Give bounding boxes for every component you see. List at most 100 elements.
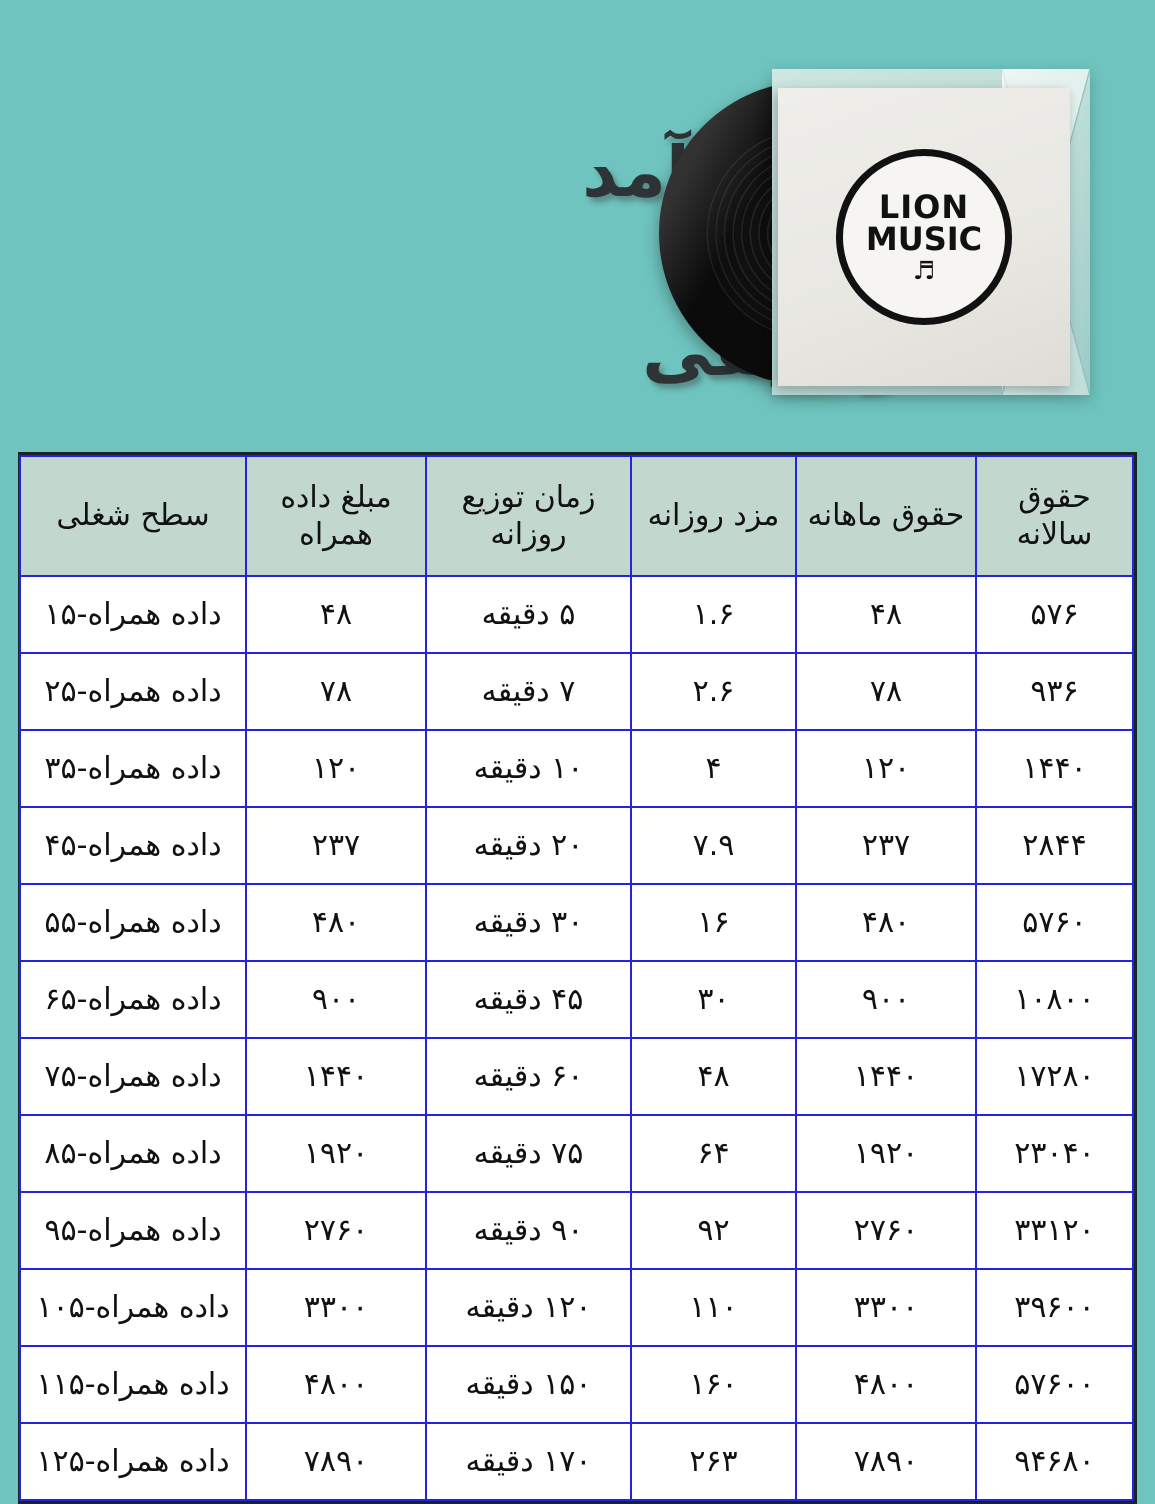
cell-annual-salary: ۳۳۱۲۰ [975,1191,1134,1270]
cell-annual-salary: ۲۳۰۴۰ [975,1114,1134,1193]
cell-distribution-time: ۵ دقیقه [425,575,632,654]
cell-distribution-time: ۱۷۰ دقیقه [425,1422,632,1501]
cell-distribution-time: ۹۰ دقیقه [425,1191,632,1270]
cell-data-amount: ۲۳۷ [245,806,427,885]
cell-monthly-salary: ۹۰۰ [795,960,977,1039]
cell-data-amount: ۱۲۰ [245,729,427,808]
cell-daily-wage: ۷.۹ [630,806,797,885]
cell-daily-wage: ۱۱۰ [630,1268,797,1347]
cell-distribution-time: ۲۰ دقیقه [425,806,632,885]
hero-banner: نمودار درآمد سطح موسیقی LION MUSIC ♬ [0,0,1155,440]
cell-daily-wage: ۴ [630,729,797,808]
cell-data-amount: ۷۸ [245,652,427,731]
table-row: ۹۳۶ ۷۸ ۲.۶ ۷ دقیقه ۷۸ داده همراه-۲۵ [19,652,1134,731]
cell-job-level: داده همراه-۱۱۵ [19,1345,247,1424]
table-row: ۱۴۴۰ ۱۲۰ ۴ ۱۰ دقیقه ۱۲۰ داده همراه-۳۵ [19,729,1134,808]
cell-job-level: داده همراه-۱۵ [19,575,247,654]
cell-data-amount: ۱۴۴۰ [245,1037,427,1116]
cell-job-level: داده همراه-۱۰۵ [19,1268,247,1347]
cell-annual-salary: ۱۷۲۸۰ [975,1037,1134,1116]
column-header-daily-wage: مزد روزانه [630,455,797,577]
table-row: ۹۴۶۸۰ ۷۸۹۰ ۲۶۳ ۱۷۰ دقیقه ۷۸۹۰ داده همراه-۱۲۵ [19,1422,1134,1501]
cell-annual-salary: ۵۷۶۰ [975,883,1134,962]
cell-monthly-salary: ۷۸۹۰ [795,1422,977,1501]
cell-distribution-time: ۱۲۰ دقیقه [425,1268,632,1347]
column-header-mobile-data-amount: مبلغ داده همراه [245,455,427,577]
table-row: ۳۹۶۰۰ ۳۳۰۰ ۱۱۰ ۱۲۰ دقیقه ۳۳۰۰ داده همراه-۱۰۵ [19,1268,1134,1347]
income-table: حقوق سالانه حقوق ماهانه مزد روزانه زمان … [19,455,1134,1501]
cell-monthly-salary: ۷۸ [795,652,977,731]
logo-text-line-1: LION [878,188,970,227]
cell-data-amount: ۷۸۹۰ [245,1422,427,1501]
music-note-icon: ♬ [912,255,936,285]
cell-job-level: داده همراه-۶۵ [19,960,247,1039]
cell-daily-wage: ۱۶۰ [630,1345,797,1424]
cell-monthly-salary: ۴۸ [795,575,977,654]
table-row: ۱۷۲۸۰ ۱۴۴۰ ۴۸ ۶۰ دقیقه ۱۴۴۰ داده همراه-۷۵ [19,1037,1134,1116]
cell-data-amount: ۴۸۰ [245,883,427,962]
table-row: ۵۷۶ ۴۸ ۱.۶ ۵ دقیقه ۴۸ داده همراه-۱۵ [19,575,1134,654]
cell-monthly-salary: ۱۴۴۰ [795,1037,977,1116]
table-row: ۵۷۶۰ ۴۸۰ ۱۶ ۳۰ دقیقه ۴۸۰ داده همراه-۵۵ [19,883,1134,962]
cell-distribution-time: ۱۰ دقیقه [425,729,632,808]
cell-monthly-salary: ۱۲۰ [795,729,977,808]
table-header: حقوق سالانه حقوق ماهانه مزد روزانه زمان … [19,455,1134,577]
cell-daily-wage: ۲۶۳ [630,1422,797,1501]
cell-annual-salary: ۵۷۶ [975,575,1134,654]
cell-daily-wage: ۱۶ [630,883,797,962]
column-header-job-level: سطح شغلی [19,455,247,577]
cell-daily-wage: ۴۸ [630,1037,797,1116]
income-table-container: حقوق سالانه حقوق ماهانه مزد روزانه زمان … [18,452,1137,1504]
album-artwork: LION MUSIC ♬ [650,62,1110,402]
table-row: ۱۰۸۰۰ ۹۰۰ ۳۰ ۴۵ دقیقه ۹۰۰ داده همراه-۶۵ [19,960,1134,1039]
cell-job-level: داده همراه-۸۵ [19,1114,247,1193]
album-sleeve-front: LION MUSIC ♬ [778,88,1070,386]
cell-job-level: داده همراه-۷۵ [19,1037,247,1116]
column-header-daily-distribution-time: زمان توزیع روزانه [425,455,632,577]
table-row: ۳۳۱۲۰ ۲۷۶۰ ۹۲ ۹۰ دقیقه ۲۷۶۰ داده همراه-۹۵ [19,1191,1134,1270]
column-header-annual-salary: حقوق سالانه [975,455,1134,577]
cell-data-amount: ۴۸۰۰ [245,1345,427,1424]
cell-monthly-salary: ۱۹۲۰ [795,1114,977,1193]
cell-job-level: داده همراه-۵۵ [19,883,247,962]
cell-distribution-time: ۶۰ دقیقه [425,1037,632,1116]
cell-distribution-time: ۷ دقیقه [425,652,632,731]
cell-job-level: داده همراه-۹۵ [19,1191,247,1270]
cell-distribution-time: ۴۵ دقیقه [425,960,632,1039]
cell-annual-salary: ۱۰۸۰۰ [975,960,1134,1039]
cell-daily-wage: ۹۲ [630,1191,797,1270]
cell-daily-wage: ۱.۶ [630,575,797,654]
cell-daily-wage: ۲.۶ [630,652,797,731]
cell-annual-salary: ۲۸۴۴ [975,806,1134,885]
cell-data-amount: ۱۹۲۰ [245,1114,427,1193]
cell-annual-salary: ۳۹۶۰۰ [975,1268,1134,1347]
cell-annual-salary: ۹۳۶ [975,652,1134,731]
cell-annual-salary: ۹۴۶۸۰ [975,1422,1134,1501]
cell-job-level: داده همراه-۲۵ [19,652,247,731]
lion-music-logo: LION MUSIC ♬ [836,149,1012,325]
cell-monthly-salary: ۴۸۰ [795,883,977,962]
cell-job-level: داده همراه-۴۵ [19,806,247,885]
table-header-row: حقوق سالانه حقوق ماهانه مزد روزانه زمان … [19,455,1134,577]
cell-monthly-salary: ۲۳۷ [795,806,977,885]
logo-text-line-2: MUSIC [865,220,983,259]
table-row: ۲۸۴۴ ۲۳۷ ۷.۹ ۲۰ دقیقه ۲۳۷ داده همراه-۴۵ [19,806,1134,885]
cell-annual-salary: ۵۷۶۰۰ [975,1345,1134,1424]
table-row: ۵۷۶۰۰ ۴۸۰۰ ۱۶۰ ۱۵۰ دقیقه ۴۸۰۰ داده همراه-۱۱۵ [19,1345,1134,1424]
cell-distribution-time: ۳۰ دقیقه [425,883,632,962]
cell-monthly-salary: ۴۸۰۰ [795,1345,977,1424]
cell-job-level: داده همراه-۳۵ [19,729,247,808]
cell-monthly-salary: ۲۷۶۰ [795,1191,977,1270]
table-row: ۲۳۰۴۰ ۱۹۲۰ ۶۴ ۷۵ دقیقه ۱۹۲۰ داده همراه-۸۵ [19,1114,1134,1193]
column-header-monthly-salary: حقوق ماهانه [795,455,977,577]
cell-data-amount: ۳۳۰۰ [245,1268,427,1347]
cell-daily-wage: ۳۰ [630,960,797,1039]
cell-monthly-salary: ۳۳۰۰ [795,1268,977,1347]
table-body: ۵۷۶ ۴۸ ۱.۶ ۵ دقیقه ۴۸ داده همراه-۱۵ ۹۳۶ ۷۸ ۲.۶ ۷… [19,575,1134,1501]
cell-distribution-time: ۱۵۰ دقیقه [425,1345,632,1424]
cell-data-amount: ۴۸ [245,575,427,654]
cell-daily-wage: ۶۴ [630,1114,797,1193]
cell-data-amount: ۹۰۰ [245,960,427,1039]
cell-job-level: داده همراه-۱۲۵ [19,1422,247,1501]
cell-annual-salary: ۱۴۴۰ [975,729,1134,808]
